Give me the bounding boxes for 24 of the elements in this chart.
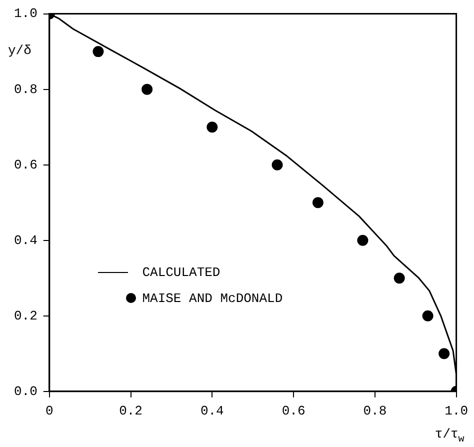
x-tick-label: 0.8: [363, 404, 387, 419]
point: [357, 234, 368, 246]
point: [422, 310, 434, 322]
legend-label: CALCULATED: [142, 264, 220, 280]
x-tick-label: 1.0: [444, 404, 468, 419]
y-tick-label: 0.4: [14, 232, 38, 248]
y-tick-label: 0.0: [14, 384, 38, 399]
point: [272, 159, 283, 170]
point: [142, 84, 153, 95]
x-tick-label: 0.4: [200, 404, 224, 419]
x-tick-label: 0: [46, 404, 54, 419]
legend-label: MAISE AND McDONALD: [142, 290, 283, 306]
point: [92, 46, 104, 58]
point: [394, 272, 405, 284]
y-tick-label: 0.6: [14, 157, 38, 172]
x-tick-label: 0.2: [119, 404, 142, 419]
x-tick-label: 0.6: [282, 404, 306, 419]
y-tick-label: 0.8: [14, 82, 38, 97]
point: [312, 197, 324, 208]
y-tick-label: 1.0: [14, 6, 38, 22]
point: [206, 122, 218, 133]
y-axis-title: y/δ: [8, 42, 32, 58]
y-tick-label: 0.2: [14, 308, 38, 324]
point: [438, 348, 450, 360]
